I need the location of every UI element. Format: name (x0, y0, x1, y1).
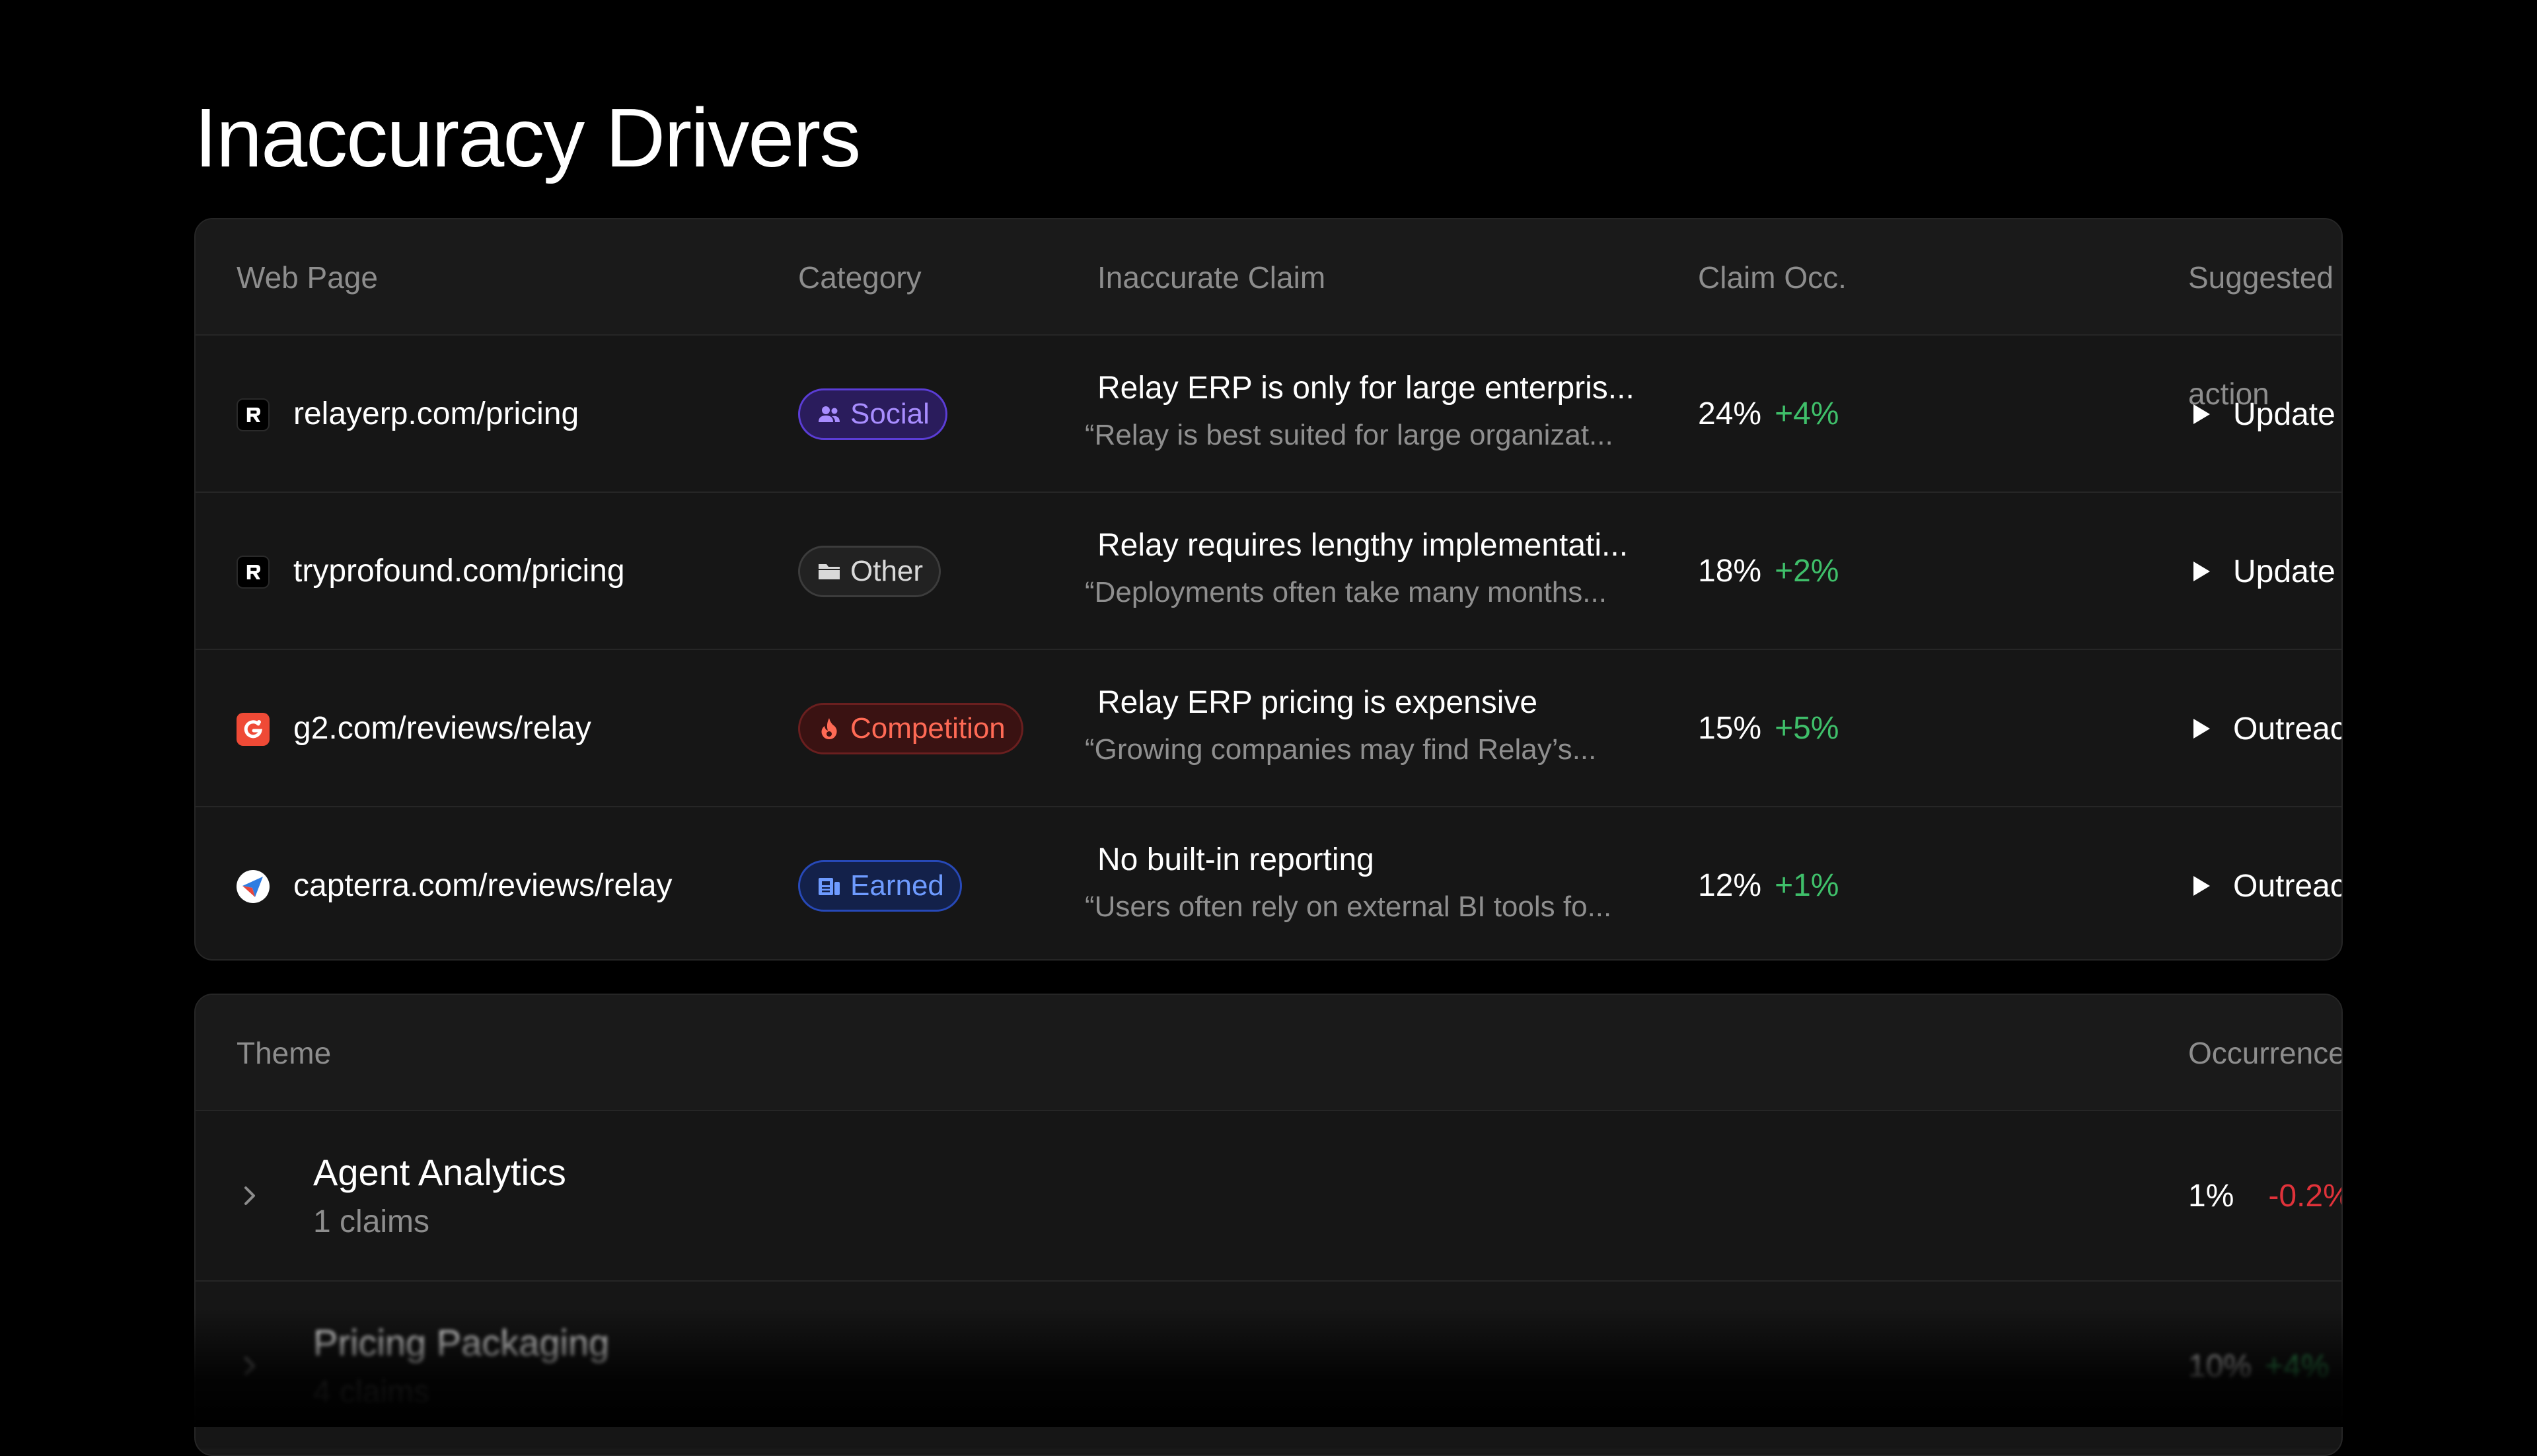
claim-occurrence: 18% +2% (1698, 493, 1839, 650)
category-badge-competition: Competition (798, 703, 1023, 754)
flame-icon (821, 718, 837, 739)
chevron-right-icon[interactable] (231, 1348, 268, 1385)
web-page-link[interactable]: g2.com/reviews/relay (293, 711, 591, 746)
relay-logo-icon (237, 398, 270, 431)
themes-table: Theme Occurrence Agent Analytics 1 claim… (194, 994, 2343, 1456)
theme-name: Pricing Packaging (313, 1322, 610, 1364)
table-row[interactable]: relayerp.com/pricing Social Relay ERP is… (196, 336, 2341, 493)
category-badge-social: Social (798, 388, 947, 440)
play-icon (2193, 404, 2210, 424)
drivers-table-header: Web Page Category Inaccurate Claim Claim… (196, 219, 2341, 411)
suggested-action-button[interactable]: Update content (2188, 336, 2341, 493)
occurrence-value: 24% (1698, 396, 1762, 431)
claim-title: Relay ERP pricing is expensive (1097, 685, 1538, 720)
action-label: Update content (2233, 396, 2341, 432)
occurrence-change: +1% (1775, 868, 1839, 903)
chevron-right-icon[interactable] (231, 1177, 268, 1214)
users-icon (819, 406, 840, 422)
category-badge-other: Other (798, 546, 941, 597)
themes-table-header: Theme Occurrence (196, 995, 2341, 1111)
occurrence-change: -0.2% (2268, 1179, 2341, 1214)
action-label: Update content (2233, 554, 2341, 589)
category-label: Other (850, 555, 924, 587)
theme-row[interactable]: Pricing Packaging 4 claims 10% +4% (196, 1282, 2341, 1452)
drivers-table: Web Page Category Inaccurate Claim Claim… (194, 218, 2343, 961)
action-label: Outreach (2233, 711, 2341, 746)
category-label: Social (850, 398, 930, 430)
occurrence-change: +2% (1775, 554, 1839, 589)
category-label: Competition (850, 712, 1006, 745)
suggested-action-button[interactable]: Outreach (2188, 807, 2341, 959)
occurrence-value: 15% (1698, 711, 1762, 746)
occurrence-change: +4% (1775, 396, 1839, 431)
column-header-claim[interactable]: Inaccurate Claim (1097, 260, 1326, 295)
claim-quote: “Relay is best suited for large organiza… (1085, 419, 1613, 451)
table-row[interactable]: tryprofound.com/pricing Other Relay requ… (196, 493, 2341, 650)
claim-quote: “Growing companies may find Relay’s... (1085, 733, 1597, 766)
play-icon (2193, 562, 2210, 581)
play-icon (2193, 876, 2210, 896)
claim-occurrence: 15% +5% (1698, 650, 1839, 807)
occurrence-value: 1% (2188, 1179, 2234, 1214)
g2-logo-icon (237, 713, 270, 746)
occurrence-change: +4% (2265, 1349, 2330, 1384)
occurrence-value: 12% (1698, 868, 1762, 903)
web-page-link[interactable]: relayerp.com/pricing (293, 396, 579, 431)
claim-quote: “Deployments often take many months... (1085, 576, 1607, 608)
web-page-link[interactable]: tryprofound.com/pricing (293, 554, 625, 589)
claim-title: Relay ERP is only for large enterpris... (1097, 371, 1635, 406)
page-title: Inaccuracy Drivers (194, 91, 861, 184)
column-header-web-page[interactable]: Web Page (237, 260, 378, 295)
occurrence-value: 18% (1698, 554, 1762, 589)
column-header-action[interactable]: Suggested action (2188, 260, 2334, 411)
theme-occurrence: 1% -0.2% (2188, 1111, 2341, 1282)
claim-title: No built-in reporting (1097, 842, 1374, 877)
claim-occurrence: 24% +4% (1698, 336, 1839, 493)
theme-occurrence: 10% +4% (2188, 1282, 2329, 1452)
column-header-theme-occurrence[interactable]: Occurrence (2188, 1036, 2343, 1070)
web-page-link[interactable]: capterra.com/reviews/relay (293, 868, 673, 903)
claim-title: Relay requires lengthy implementati... (1097, 528, 1629, 563)
claim-occurrence: 12% +1% (1698, 807, 1839, 959)
theme-claim-count: 1 claims (313, 1204, 430, 1239)
occurrence-value: 10% (2188, 1349, 2252, 1384)
newspaper-icon (819, 878, 840, 895)
theme-row[interactable]: Agent Analytics 1 claims 1% -0.2% (196, 1111, 2341, 1282)
action-label: Outreach (2233, 868, 2341, 904)
capterra-logo-icon (237, 870, 270, 903)
occurrence-change: +5% (1775, 711, 1839, 746)
table-row[interactable]: capterra.com/reviews/relay Earned No bui… (196, 807, 2341, 959)
category-badge-earned: Earned (798, 860, 962, 912)
table-row[interactable]: g2.com/reviews/relay Competition Relay E… (196, 650, 2341, 807)
relay-logo-icon (237, 556, 270, 589)
folder-icon (819, 564, 840, 579)
play-icon (2193, 719, 2210, 739)
suggested-action-button[interactable]: Update content (2188, 493, 2341, 650)
category-label: Earned (850, 869, 944, 902)
column-header-category[interactable]: Category (798, 260, 922, 295)
column-header-theme[interactable]: Theme (237, 1036, 332, 1070)
suggested-action-button[interactable]: Outreach (2188, 650, 2341, 807)
theme-claim-count: 4 claims (313, 1375, 430, 1410)
theme-name: Agent Analytics (313, 1151, 566, 1193)
column-header-occurrence[interactable]: Claim Occ. (1698, 260, 1847, 295)
claim-quote: “Users often rely on external BI tools f… (1085, 891, 1612, 923)
